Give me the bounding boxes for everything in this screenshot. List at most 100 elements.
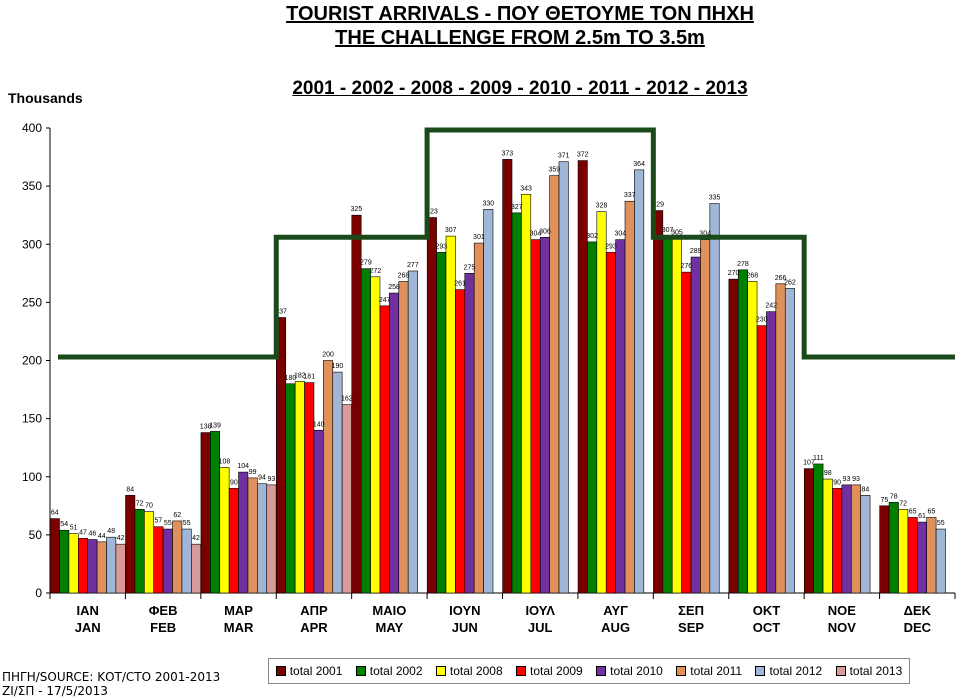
data-label: 200 xyxy=(322,352,334,359)
x-tick-label: AUG xyxy=(601,620,630,635)
bar xyxy=(587,241,598,594)
bar xyxy=(615,239,626,594)
data-label: 302 xyxy=(586,233,598,240)
source-line2: ΖΙ/ΣΠ - 17/5/2013 xyxy=(2,684,108,698)
data-label: 329 xyxy=(652,202,664,209)
data-label: 304 xyxy=(530,231,542,238)
bar xyxy=(671,238,682,594)
bar xyxy=(285,383,296,594)
bar xyxy=(351,214,362,594)
data-label: 190 xyxy=(332,363,344,370)
x-tick-label: ΔΕΚ xyxy=(904,603,932,618)
data-label: 84 xyxy=(861,486,869,493)
bar xyxy=(172,520,183,594)
bar xyxy=(96,541,107,594)
data-label: 180 xyxy=(285,375,297,382)
bar xyxy=(407,270,418,594)
x-tick-label: FEB xyxy=(150,620,176,635)
data-label: 72 xyxy=(136,500,144,507)
bar xyxy=(313,429,324,594)
legend-item: total 2012 xyxy=(755,664,822,678)
bar xyxy=(822,478,833,594)
bar xyxy=(879,505,890,594)
legend-swatch xyxy=(275,666,286,676)
bar xyxy=(888,502,899,594)
data-label: 237 xyxy=(275,308,287,315)
y-tick-label: 150 xyxy=(22,412,42,426)
bar xyxy=(247,477,258,594)
bar xyxy=(115,543,126,594)
bar xyxy=(266,484,277,594)
data-label: 54 xyxy=(60,521,68,528)
data-label: 304 xyxy=(699,231,711,238)
legend-item: total 2008 xyxy=(435,664,503,678)
data-label: 75 xyxy=(880,497,888,504)
x-tick-label: ΝΟΕ xyxy=(828,603,857,618)
bar xyxy=(596,211,607,594)
y-tick-label: 100 xyxy=(22,470,42,484)
bar xyxy=(398,281,409,594)
bar xyxy=(464,273,475,594)
data-label: 293 xyxy=(605,243,617,250)
data-label: 268 xyxy=(747,272,759,279)
legend-label: total 2009 xyxy=(530,664,583,678)
bar xyxy=(737,269,748,594)
y-tick-label: 200 xyxy=(22,354,42,368)
data-label: 277 xyxy=(407,262,419,269)
bar xyxy=(605,252,616,594)
data-label: 93 xyxy=(852,476,860,483)
data-label: 64 xyxy=(51,510,59,517)
x-tick-label: MAY xyxy=(376,620,404,635)
bar xyxy=(219,467,230,594)
bar xyxy=(379,305,390,594)
legend-item: total 2001 xyxy=(275,664,342,678)
data-label: 262 xyxy=(784,279,796,286)
bar xyxy=(153,526,164,594)
data-label: 279 xyxy=(360,260,372,267)
data-label: 90 xyxy=(230,479,238,486)
data-label: 84 xyxy=(126,486,134,493)
bar xyxy=(577,160,588,594)
bar xyxy=(426,217,437,594)
data-label: 90 xyxy=(833,479,841,486)
bar xyxy=(68,533,79,594)
x-tick-label: ΣΕΠ xyxy=(678,603,704,618)
bar xyxy=(756,325,767,594)
years-subtitle: 2001 - 2002 - 2008 - 2009 - 2010 - 2011 … xyxy=(292,78,748,99)
bar xyxy=(134,508,145,594)
x-tick-label: ΑΥΓ xyxy=(603,603,628,618)
data-label: 65 xyxy=(927,508,935,515)
data-label: 278 xyxy=(737,261,749,268)
data-label: 140 xyxy=(313,421,325,428)
data-label: 335 xyxy=(709,195,721,202)
bar xyxy=(323,360,334,594)
chart-legend: total 2001 total 2002 total 2008 total 2009… xyxy=(268,658,910,684)
data-label: 337 xyxy=(624,192,636,199)
target-step-line xyxy=(58,127,955,360)
data-label: 65 xyxy=(909,508,917,515)
bar xyxy=(125,495,136,594)
data-label: 99 xyxy=(249,469,257,476)
data-label: 57 xyxy=(155,518,163,525)
data-label: 323 xyxy=(426,209,438,216)
bar xyxy=(181,528,192,594)
legend-swatch xyxy=(835,666,846,676)
data-label: 328 xyxy=(596,203,608,210)
legend-label: total 2011 xyxy=(690,664,743,678)
x-tick-label: DEC xyxy=(904,620,932,635)
bar xyxy=(511,212,522,594)
data-label: 182 xyxy=(294,372,306,379)
legend-swatch xyxy=(355,666,366,676)
bar xyxy=(813,463,824,594)
bar xyxy=(162,528,173,594)
data-label: 98 xyxy=(824,470,832,477)
bar xyxy=(662,235,673,594)
data-label: 247 xyxy=(379,297,391,304)
data-label: 307 xyxy=(445,227,457,234)
data-label: 364 xyxy=(633,161,645,168)
data-label: 327 xyxy=(511,204,523,211)
y-tick-label: 400 xyxy=(22,121,42,135)
bar xyxy=(850,484,861,594)
bar xyxy=(304,382,315,594)
bar xyxy=(728,278,739,594)
